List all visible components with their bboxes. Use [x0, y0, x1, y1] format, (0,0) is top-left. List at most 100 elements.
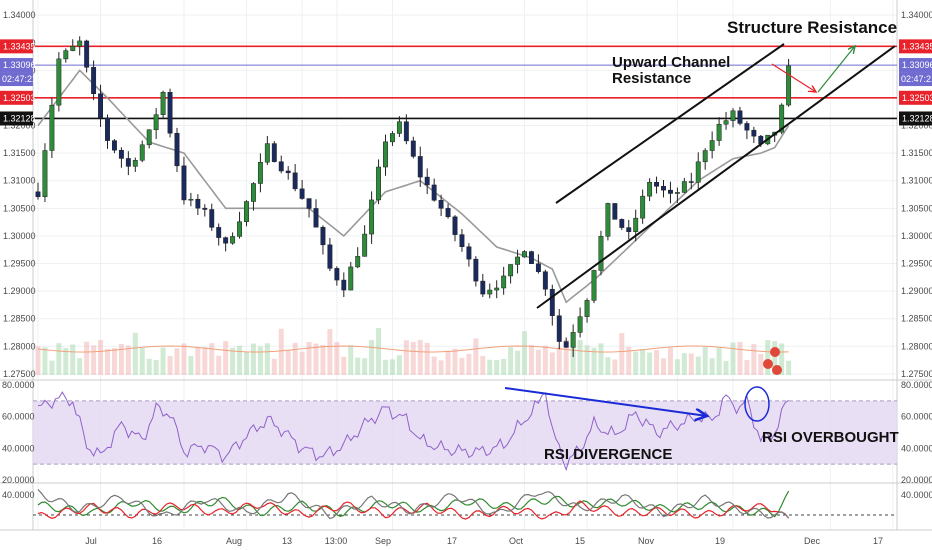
level-tag-text-left-3: 1.32128 [3, 113, 36, 123]
price-tick-right-0: 1.34000 [901, 10, 932, 20]
event-flag-icon-2 [763, 359, 773, 369]
level-tag-text-left-2: 1.32503 [3, 93, 36, 103]
event-flag-icon-3 [772, 365, 782, 375]
candle-body-20 [174, 132, 180, 167]
candle-body-51 [390, 133, 395, 143]
level-tag-text-right-0: 1.33435 [902, 41, 932, 51]
volume-bar-23 [195, 347, 201, 375]
volume-bar-73 [542, 345, 548, 375]
candle-body-60 [452, 216, 458, 235]
price-tick-right-4: 1.32000 [901, 121, 932, 131]
candle-body-5 [70, 45, 76, 51]
candle-body-19 [167, 92, 173, 134]
volume-bar-74 [549, 352, 555, 375]
candle-body-65 [487, 289, 493, 295]
level-tag-right-3 [899, 111, 932, 126]
volume-bar-76 [563, 339, 569, 375]
volume-bar-29 [237, 345, 243, 375]
candle-body-78 [577, 316, 583, 333]
x-tick-11: Dec [804, 536, 821, 546]
candle-body-55 [417, 156, 423, 178]
volume-bar-17 [153, 360, 159, 375]
candle-body-0 [35, 191, 41, 197]
candle-body-48 [369, 199, 375, 235]
volume-bar-72 [535, 349, 541, 375]
volume-bar-81 [598, 343, 604, 375]
volume-bar-32 [257, 346, 263, 375]
candle-body-94 [688, 181, 694, 183]
candle-body-87 [640, 195, 646, 219]
candle-body-25 [209, 209, 215, 228]
volume-bar-93 [681, 353, 687, 375]
volume-bar-86 [633, 351, 639, 375]
price-tick-right-13: 1.27500 [901, 369, 932, 379]
level-tag-left-2 [0, 90, 33, 105]
x-tick-7: Oct [509, 536, 524, 546]
candle-body-22 [188, 198, 194, 201]
volume-bar-39 [306, 341, 312, 375]
candle-body-24 [202, 207, 208, 210]
oscillator-panel [33, 488, 897, 520]
candle-body-63 [473, 258, 479, 282]
osc-series-2 [37, 488, 790, 520]
candle-body-35 [278, 161, 284, 172]
candle-body-7 [84, 40, 90, 68]
candle-body-57 [431, 184, 437, 201]
volume-bar-33 [264, 343, 270, 375]
volume-bar-26 [216, 355, 222, 375]
volume-bar-105 [765, 340, 771, 375]
volume-bar-0 [35, 346, 41, 375]
volume-bar-10 [105, 348, 110, 375]
volume-bar-69 [515, 350, 521, 375]
volume-bar-53 [403, 340, 409, 375]
candle-body-27 [223, 237, 229, 244]
volume-bar-96 [702, 346, 708, 375]
volume-bar-6 [77, 358, 83, 375]
candle-body-37 [292, 172, 298, 190]
candle-body-83 [612, 203, 618, 220]
osc-tick-left-0: 40.0000 [2, 490, 35, 500]
annotation-upward-channel: Upward Channel [612, 54, 730, 71]
volume-bar-78 [577, 339, 583, 375]
volume-bar-98 [716, 347, 722, 375]
candle-body-92 [674, 192, 680, 194]
osc-tick-right-0: 40.0000 [901, 490, 932, 500]
level-tag-left-3 [0, 111, 33, 126]
volume-bar-71 [528, 344, 534, 375]
candle-body-15 [139, 144, 145, 161]
candle-body-86 [633, 217, 639, 232]
annotation-channel-resistance: Resistance [612, 70, 691, 87]
candle-body-102 [744, 123, 750, 131]
candle-body-97 [709, 140, 715, 151]
volume-bar-75 [556, 347, 562, 375]
volume-bar-108 [786, 360, 792, 375]
volume-bar-60 [452, 348, 458, 375]
candle-body-93 [681, 181, 687, 193]
price-tick-left-0: 1.34000 [3, 10, 36, 20]
volume-bar-95 [695, 356, 701, 375]
volume-bar-11 [111, 348, 117, 375]
candle-body-75 [556, 315, 562, 342]
event-flag-icon-1 [770, 347, 780, 357]
candle-body-6 [77, 40, 83, 47]
volume-bar-36 [285, 349, 291, 375]
level-tag-text-right-3: 1.32128 [902, 113, 932, 123]
candle-body-79 [584, 300, 590, 317]
candle-body-90 [661, 186, 666, 191]
candle-body-1 [42, 150, 48, 197]
volume-bar-34 [271, 358, 277, 375]
x-tick-6: 17 [447, 536, 457, 546]
volume-bar-91 [667, 347, 673, 375]
volume-bar-61 [459, 357, 465, 375]
volume-bar-58 [438, 360, 444, 375]
candle-body-85 [626, 227, 632, 232]
volume-bar-4 [63, 347, 69, 375]
candle-body-9 [98, 93, 103, 119]
candle-body-18 [160, 92, 166, 115]
volume-bar-79 [584, 345, 590, 375]
level-tag-text-right-2: 1.32503 [902, 93, 932, 103]
price-tick-left-8: 1.30000 [3, 231, 36, 241]
volume-bar-52 [396, 355, 402, 375]
volume-bar-43 [334, 342, 340, 375]
